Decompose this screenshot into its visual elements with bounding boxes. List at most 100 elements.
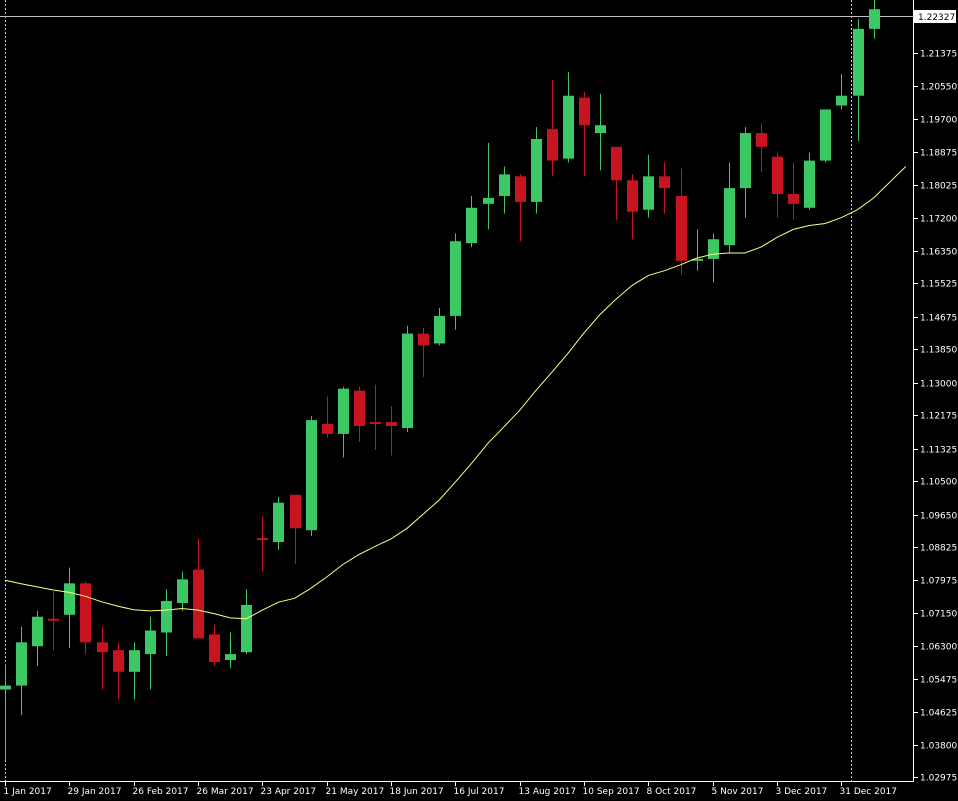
price-tick-label: 1.12175: [920, 412, 957, 422]
candle: [740, 127, 751, 218]
price-tick-label: 1.13000: [920, 380, 957, 390]
candle-body: [16, 642, 27, 686]
candle-body: [659, 176, 670, 189]
candle: [129, 642, 140, 700]
candle: [97, 626, 108, 690]
candle: [836, 74, 847, 110]
candle: [322, 396, 333, 438]
time-tick-label: 3 Dec 2017: [776, 787, 828, 797]
price-tick-label: 1.02975: [920, 774, 957, 784]
candle-body: [273, 502, 284, 543]
price-tick-label: 1.04625: [920, 709, 957, 719]
time-tick-label: 5 Nov 2017: [712, 787, 764, 797]
price-tick-label: 1.14675: [920, 314, 957, 324]
candle: [434, 308, 445, 346]
candle: [370, 384, 381, 450]
moving-average-line: [4, 166, 907, 620]
time-tick-label: 1 Jan 2017: [4, 787, 52, 797]
candle: [531, 127, 542, 214]
candle-body: [756, 133, 767, 147]
candle: [853, 19, 864, 141]
price-tick-label: 1.18025: [920, 182, 957, 192]
price-tick-label: 1.09650: [920, 512, 957, 522]
candle-body: [611, 146, 622, 181]
time-tick-label: 13 Aug 2017: [519, 787, 577, 797]
time-tick-label: 16 Jul 2017: [454, 787, 505, 797]
candles: [0, 0, 880, 761]
price-tick-label: 1.15525: [920, 280, 957, 290]
candle: [113, 642, 124, 700]
candle-body: [515, 176, 526, 202]
candle-body: [547, 129, 558, 161]
candle-body: [306, 420, 317, 531]
price-tick-label: 1.11325: [920, 446, 957, 456]
candle: [161, 589, 172, 657]
candle: [273, 496, 284, 550]
candle-body: [579, 97, 590, 126]
candle: [257, 516, 268, 572]
candle: [466, 195, 477, 248]
candle-body: [370, 422, 381, 425]
time-tick-label: 8 Oct 2017: [647, 787, 697, 797]
candle: [579, 91, 590, 177]
time-tick-label: 18 Jun 2017: [390, 787, 444, 797]
candle-body: [853, 28, 864, 96]
candle: [32, 610, 43, 666]
candle-body: [257, 538, 268, 541]
time-tick-label: 23 Apr 2017: [261, 787, 317, 797]
candle-body: [0, 685, 11, 690]
time-tick-label: 29 Jan 2017: [68, 787, 122, 797]
candle-body: [627, 180, 638, 212]
candle: [16, 626, 27, 716]
candle: [659, 162, 670, 214]
time-tick-label: 26 Feb 2017: [133, 787, 189, 797]
time-tick-label: 26 Mar 2017: [197, 787, 254, 797]
candle-body: [804, 160, 815, 208]
candle-body: [80, 583, 91, 643]
candle-body: [643, 176, 654, 210]
candle-body: [869, 9, 880, 29]
candle-body: [225, 654, 236, 661]
candle-body: [676, 195, 687, 261]
candle: [450, 233, 461, 330]
candle: [386, 406, 397, 456]
candle: [338, 386, 349, 458]
candle: [563, 72, 574, 163]
candle-body: [692, 258, 703, 261]
candle-body: [209, 634, 220, 662]
candle: [193, 538, 204, 639]
candle-body: [740, 133, 751, 189]
candle-body: [338, 388, 349, 434]
current-price-label-background: [914, 10, 956, 23]
candle: [418, 327, 429, 377]
candle: [209, 624, 220, 666]
candle-body: [499, 174, 510, 196]
candle-body: [434, 315, 445, 344]
candle-body: [145, 630, 156, 655]
candle: [643, 154, 654, 218]
candle-body: [563, 95, 574, 159]
current-price-label: 1.22327: [914, 10, 956, 23]
candle: [64, 567, 75, 649]
candle-body: [788, 194, 799, 204]
candle: [499, 166, 510, 214]
price-tick-label: 1.13850: [920, 346, 957, 356]
candle-body: [402, 333, 413, 428]
price-tick-label: 1.10500: [920, 478, 957, 488]
candle: [354, 386, 365, 442]
candle-body: [113, 650, 124, 672]
candle: [306, 416, 317, 537]
candle: [692, 229, 703, 271]
candle: [869, 0, 880, 39]
candle-body: [386, 422, 397, 427]
time-tick-label: 10 Sep 2017: [583, 787, 640, 797]
candle-body: [129, 650, 140, 672]
candle-body: [772, 156, 783, 195]
candle-body: [32, 616, 43, 647]
candle: [595, 93, 606, 171]
candle-body: [724, 188, 735, 246]
candle: [402, 325, 413, 432]
candle: [611, 146, 622, 220]
candle-body: [354, 390, 365, 427]
